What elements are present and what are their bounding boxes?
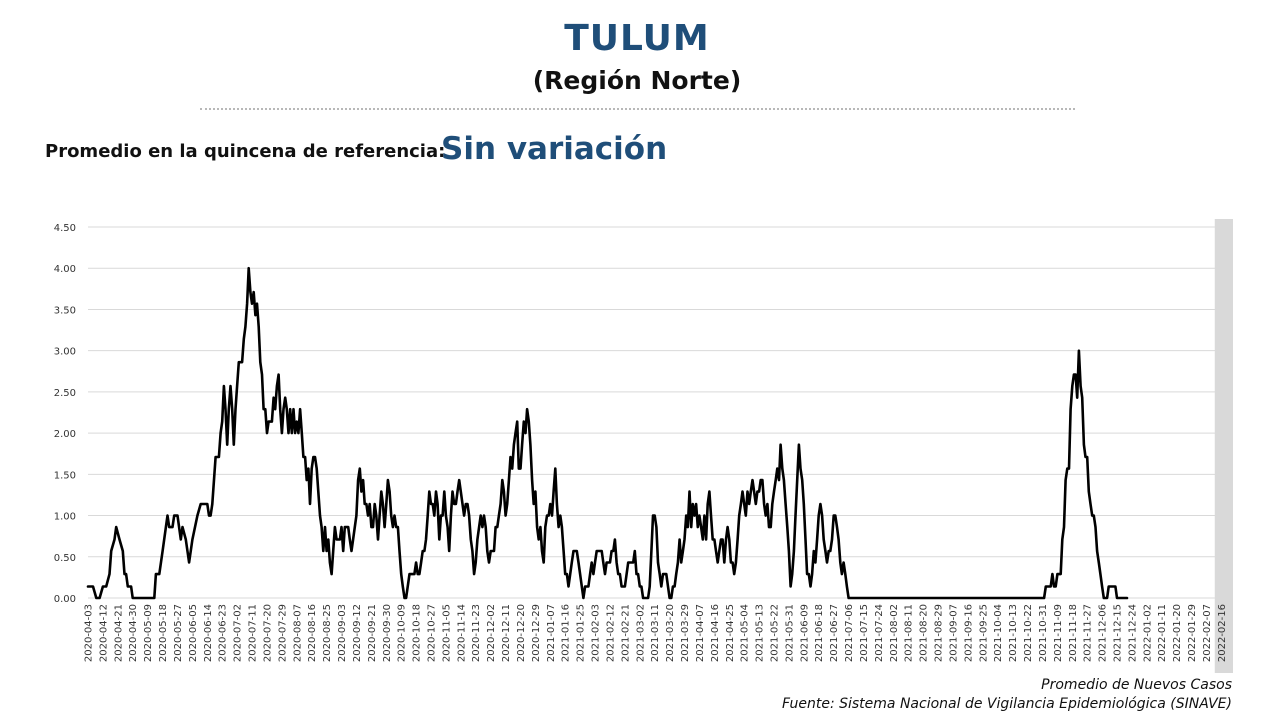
x-tick-label: 2022-01-29	[1187, 604, 1198, 662]
x-tick-label: 2021-08-11	[904, 604, 915, 662]
y-tick-label: 2.50	[54, 388, 76, 399]
x-tick-label: 2020-12-11	[501, 604, 512, 662]
x-tick-label: 2021-08-29	[934, 604, 945, 662]
x-tick-label: 2021-09-16	[963, 604, 974, 662]
x-tick-label: 2021-01-25	[576, 604, 587, 662]
x-tick-label: 2020-09-21	[367, 604, 378, 662]
x-tick-label: 2020-05-27	[173, 604, 184, 662]
x-tick-label: 2021-06-18	[814, 604, 825, 662]
x-tick-label: 2020-12-02	[486, 604, 497, 662]
x-tick-label: 2021-02-21	[620, 604, 631, 662]
x-tick-label: 2022-02-07	[1202, 604, 1213, 662]
x-tick-label: 2021-03-11	[650, 604, 661, 662]
x-tick-label: 2021-08-02	[889, 604, 900, 662]
x-tick-label: 2021-03-02	[635, 604, 646, 662]
x-tick-label: 2020-04-12	[98, 604, 109, 662]
x-tick-label: 2021-10-04	[993, 604, 1004, 662]
x-tick-label: 2022-02-16	[1217, 604, 1228, 662]
x-tick-label: 2021-06-09	[799, 604, 810, 662]
x-tick-label: 2020-11-05	[441, 604, 452, 662]
x-tick-label: 2021-11-27	[1083, 604, 1094, 662]
y-tick-label: 4.00	[54, 264, 76, 275]
y-tick-label: 4.50	[54, 223, 76, 234]
x-tick-label: 2021-05-31	[784, 604, 795, 662]
x-tick-label: 2020-07-11	[248, 604, 259, 662]
x-tick-label: 2020-08-07	[292, 604, 303, 662]
x-tick-label: 2020-10-18	[412, 604, 423, 662]
y-tick-label: 1.00	[54, 512, 76, 523]
x-tick-label: 2022-01-11	[1157, 604, 1168, 662]
x-tick-label: 2021-01-16	[561, 604, 572, 662]
x-tick-label: 2020-12-20	[516, 604, 527, 662]
x-tick-label: 2020-09-12	[352, 604, 363, 662]
y-tick-label: 0.50	[54, 553, 76, 564]
x-tick-label: 2020-08-25	[322, 604, 333, 662]
x-tick-label: 2021-12-24	[1127, 604, 1138, 662]
title-divider	[200, 108, 1075, 110]
x-tick-label: 2021-03-20	[665, 604, 676, 662]
x-tick-label: 2021-08-20	[919, 604, 930, 662]
x-tick-label: 2020-12-29	[531, 604, 542, 662]
y-tick-label: 1.50	[54, 470, 76, 481]
chart-caption: Promedio de Nuevos Casos	[1041, 677, 1232, 693]
shaded-band	[1214, 219, 1233, 673]
x-tick-label: 2020-05-09	[143, 604, 154, 662]
x-tick-label: 2021-07-24	[874, 604, 885, 662]
reference-label: Promedio en la quincena de referencia:	[45, 141, 446, 162]
x-tick-label: 2021-10-13	[1008, 604, 1019, 662]
x-tick-label: 2021-02-12	[605, 604, 616, 662]
y-tick-label: 3.00	[54, 347, 76, 358]
page-title: TULUM	[564, 18, 710, 59]
y-tick-label: 2.00	[54, 429, 76, 440]
x-tick-label: 2021-12-06	[1098, 604, 1109, 662]
x-tick-label: 2021-04-16	[710, 604, 721, 662]
page-subtitle: (Región Norte)	[532, 66, 742, 95]
x-tick-label: 2021-10-22	[1023, 604, 1034, 662]
y-tick-label: 3.50	[54, 305, 76, 316]
x-tick-label: 2020-10-09	[397, 604, 408, 662]
x-tick-label: 2020-10-27	[427, 604, 438, 662]
x-tick-label: 2020-06-23	[218, 604, 229, 662]
line-chart: 0.00 0.50 1.00 1.50 2.00 2.50 3.00 3.50 4.00 4.50…	[54, 219, 1233, 673]
x-tick-label: 2021-04-07	[695, 604, 706, 662]
x-tick-label: 2021-02-03	[591, 604, 602, 662]
x-tick-label: 2020-09-03	[337, 604, 348, 662]
x-tick-label: 2020-07-29	[277, 604, 288, 662]
x-tick-label: 2021-01-07	[546, 604, 557, 662]
x-tick-label: 2020-04-30	[128, 604, 139, 662]
x-tick-label: 2021-10-31	[1038, 604, 1049, 662]
x-tick-label: 2020-07-20	[262, 604, 273, 662]
x-tick-label: 2020-06-14	[203, 604, 214, 662]
x-tick-label: 2021-07-06	[844, 604, 855, 662]
x-tick-label: 2021-03-29	[680, 604, 691, 662]
x-tick-label: 2021-05-04	[740, 604, 751, 662]
x-tick-label: 2021-09-25	[978, 604, 989, 662]
x-tick-label: 2020-09-30	[382, 604, 393, 662]
x-tick-label: 2020-08-16	[307, 604, 318, 662]
x-tick-label: 2022-01-02	[1142, 604, 1153, 662]
x-tick-label: 2021-09-07	[948, 604, 959, 662]
series-line	[86, 266, 1129, 600]
y-tick-label: 0.00	[54, 594, 76, 605]
source-note: Fuente: Sistema Nacional de Vigilancia E…	[782, 696, 1232, 712]
x-tick-label: 2020-11-14	[456, 604, 467, 662]
x-tick-label: 2021-11-09	[1053, 604, 1064, 662]
x-tick-label: 2021-12-15	[1113, 604, 1124, 662]
x-tick-label: 2020-06-05	[188, 604, 199, 662]
x-tick-label: 2021-11-18	[1068, 604, 1079, 662]
x-tick-label: 2021-06-27	[829, 604, 840, 662]
x-tick-label: 2021-04-25	[725, 604, 736, 662]
x-tick-label: 2021-05-13	[755, 604, 766, 662]
x-tick-label: 2021-07-15	[859, 604, 870, 662]
x-tick-label: 2020-04-21	[113, 604, 124, 662]
x-tick-label: 2021-05-22	[770, 604, 781, 662]
x-tick-label: 2020-04-03	[84, 604, 95, 662]
x-tick-label: 2022-01-20	[1172, 604, 1183, 662]
x-tick-label: 2020-07-02	[233, 604, 244, 662]
reference-value: Sin variación	[441, 131, 668, 167]
x-tick-label: 2020-05-18	[158, 604, 169, 662]
x-tick-label: 2020-11-23	[471, 604, 482, 662]
